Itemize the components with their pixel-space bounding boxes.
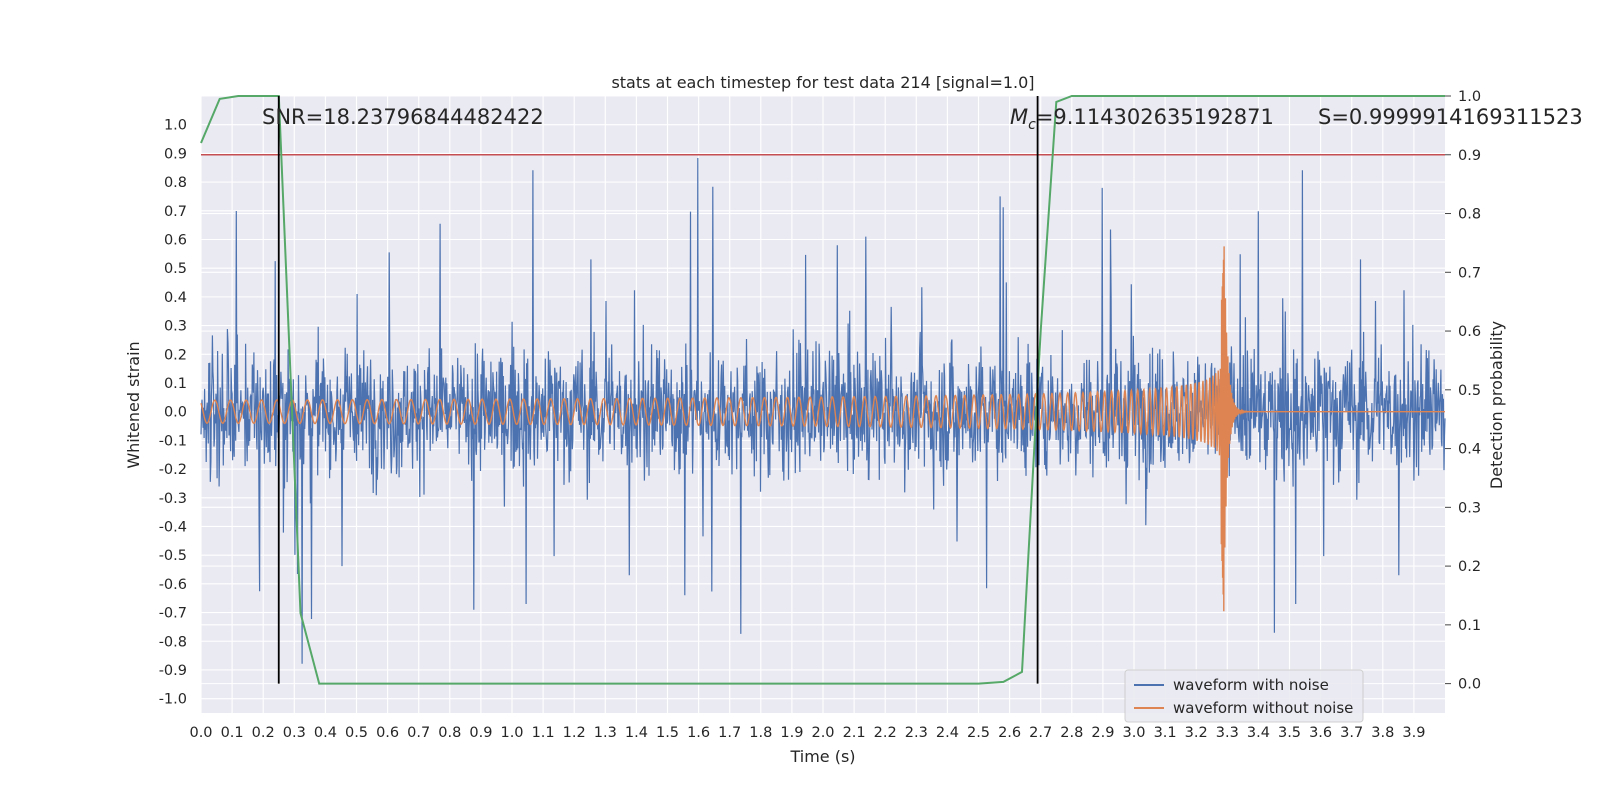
x-tick-label: 3.5 <box>1278 725 1301 741</box>
y2-axis-label: Detection probability <box>1487 321 1506 489</box>
x-tick-label: 2.1 <box>843 725 866 741</box>
x-tick-label: 0.7 <box>407 725 430 741</box>
y-tick-label: -0.2 <box>159 462 187 478</box>
x-tick-label: 3.3 <box>1216 725 1239 741</box>
y-tick-label: 0.1 <box>164 376 187 392</box>
x-tick-label: 0.2 <box>252 725 275 741</box>
x-tick-label: 3.9 <box>1402 725 1425 741</box>
y-tick-label: 0.3 <box>164 319 187 335</box>
x-tick-label: 2.3 <box>905 725 928 741</box>
y-tick-label: -1.0 <box>159 692 187 708</box>
x-tick-label: 1.9 <box>780 725 803 741</box>
y2-tick-label: 0.0 <box>1458 677 1481 693</box>
y2-axis-ticks: 0.0 0.1 0.2 0.3 0.4 0.5 0.6 0.7 0.8 0.9 1.0 <box>1445 89 1481 693</box>
y-tick-label: 1.0 <box>164 118 187 134</box>
x-tick-label: 0.4 <box>314 725 337 741</box>
x-tick-label: 2.6 <box>998 725 1021 741</box>
y-tick-label: 0.8 <box>164 175 187 191</box>
legend-label-noise: waveform with noise <box>1173 676 1329 694</box>
y2-tick-label: 0.5 <box>1458 383 1481 399</box>
x-tick-label: 3.0 <box>1122 725 1145 741</box>
x-tick-label: 2.5 <box>967 725 990 741</box>
x-tick-label: 0.1 <box>221 725 244 741</box>
y2-tick-label: 0.6 <box>1458 324 1481 340</box>
series-waveform-without-noise <box>200 246 1445 612</box>
x-tick-label: 2.8 <box>1060 725 1083 741</box>
y2-tick-label: 0.4 <box>1458 442 1481 458</box>
legend-label-clean: waveform without noise <box>1173 699 1353 717</box>
chart-title: stats at each timestep for test data 214… <box>611 73 1034 92</box>
legend: waveform with noise waveform without noi… <box>1124 669 1364 723</box>
y-tick-label: -0.4 <box>159 519 187 535</box>
x-tick-label: 1.7 <box>718 725 741 741</box>
y2-tick-label: 0.8 <box>1458 207 1481 223</box>
x-tick-label: 1.2 <box>563 725 586 741</box>
y2-tick-label: 1.0 <box>1458 89 1481 105</box>
probability-line <box>200 95 1445 685</box>
x-tick-label: 1.4 <box>625 725 648 741</box>
y-tick-label: -0.5 <box>159 548 187 564</box>
series-waveform-with-noise <box>200 157 1446 664</box>
y-tick-label: -0.7 <box>159 606 187 622</box>
mc-symbol: M <box>1010 105 1028 129</box>
annotation-snr: SNR=18.23796844482422 <box>262 105 544 129</box>
y-tick-label: 0.2 <box>164 347 187 363</box>
annotation-s: S=0.9999914169311523 <box>1318 105 1583 129</box>
y-tick-label: 0.6 <box>164 232 187 248</box>
y2-tick-label: 0.9 <box>1458 148 1481 164</box>
x-tick-label: 3.7 <box>1340 725 1363 741</box>
legend-box <box>1124 669 1364 723</box>
x-tick-label: 2.4 <box>936 725 959 741</box>
y-tick-label: 0.7 <box>164 204 187 220</box>
y2-tick-label: 0.3 <box>1458 500 1481 516</box>
mc-subscript: c <box>1028 117 1036 133</box>
y-tick-label: 0.4 <box>164 290 187 306</box>
y-tick-label: 0.9 <box>164 146 187 162</box>
x-tick-label: 3.8 <box>1371 725 1394 741</box>
x-tick-label: 2.0 <box>811 725 834 741</box>
x-axis-label: Time (s) <box>789 747 855 766</box>
x-tick-label: 3.4 <box>1247 725 1270 741</box>
y-tick-label: 0.5 <box>164 261 187 277</box>
x-tick-label: 0.6 <box>376 725 399 741</box>
x-tick-label: 1.5 <box>656 725 679 741</box>
y-axis-label: Whitened strain <box>124 341 143 468</box>
y2-tick-label: 0.7 <box>1458 265 1481 281</box>
x-axis-ticks: 0.0 0.1 0.2 0.3 0.4 0.5 0.6 0.7 0.8 0.9 1.0 1.1 1.2 1… <box>189 725 1425 741</box>
y-tick-label: 0.0 <box>164 405 187 421</box>
y-tick-label: -0.3 <box>159 491 187 507</box>
annotation-chirp-mass: Mc=9.114302635192871 <box>1010 105 1274 133</box>
y2-tick-label: 0.2 <box>1458 559 1481 575</box>
x-tick-label: 0.0 <box>189 725 212 741</box>
x-tick-label: 1.0 <box>500 725 523 741</box>
y-tick-label: -0.8 <box>159 634 187 650</box>
series-detection-probability <box>200 95 1445 685</box>
x-tick-label: 0.5 <box>345 725 368 741</box>
x-tick-label: 2.9 <box>1091 725 1114 741</box>
y-axis-ticks: -1.0 -0.9 -0.8 -0.7 -0.6 -0.5 -0.4 -0.3 -0.2 -0.1… <box>159 118 187 708</box>
x-tick-label: 1.1 <box>532 725 555 741</box>
y2-tick-label: 0.1 <box>1458 618 1481 634</box>
y-tick-label: -0.6 <box>159 577 187 593</box>
x-tick-label: 0.9 <box>469 725 492 741</box>
x-tick-label: 3.6 <box>1309 725 1332 741</box>
x-tick-label: 0.8 <box>438 725 461 741</box>
mc-value: =9.114302635192871 <box>1036 105 1274 129</box>
x-tick-label: 1.6 <box>687 725 710 741</box>
x-tick-label: 2.7 <box>1029 725 1052 741</box>
x-tick-label: 2.2 <box>874 725 897 741</box>
x-tick-label: 0.3 <box>283 725 306 741</box>
x-tick-label: 3.2 <box>1185 725 1208 741</box>
y-tick-label: -0.9 <box>159 663 187 679</box>
x-tick-label: 1.3 <box>594 725 617 741</box>
noise-line <box>200 157 1446 664</box>
clean-line <box>200 246 1445 612</box>
y-tick-label: -0.1 <box>159 433 187 449</box>
x-tick-label: 1.8 <box>749 725 772 741</box>
x-tick-label: 3.1 <box>1154 725 1177 741</box>
